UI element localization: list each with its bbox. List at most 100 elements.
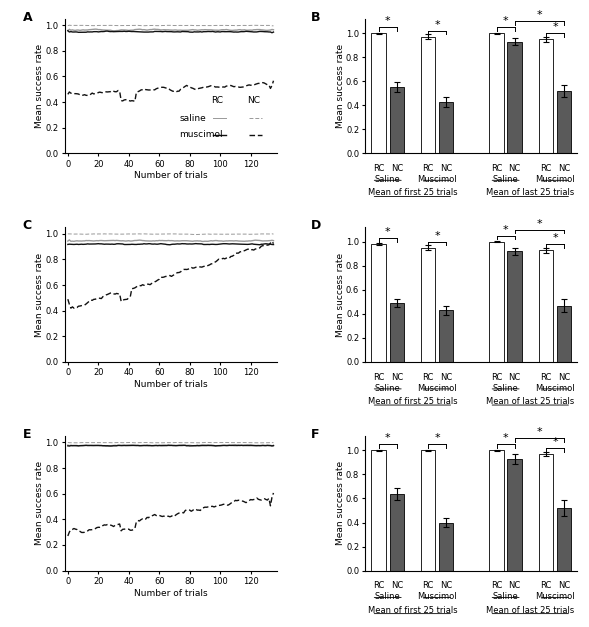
X-axis label: Number of trials: Number of trials: [134, 171, 207, 181]
Text: *: *: [537, 219, 542, 229]
Y-axis label: Mean success rate: Mean success rate: [35, 461, 44, 545]
Text: *: *: [385, 433, 391, 443]
Text: B: B: [310, 11, 320, 24]
Text: NC: NC: [558, 164, 570, 173]
Bar: [389, 87, 404, 154]
Bar: [557, 305, 571, 362]
Text: *: *: [537, 427, 542, 437]
Text: NC: NC: [391, 372, 403, 382]
Bar: [489, 450, 504, 571]
Text: Muscimol: Muscimol: [417, 175, 457, 184]
Text: muscimol: muscimol: [179, 130, 223, 139]
Bar: [508, 459, 522, 571]
Text: NC: NC: [391, 581, 403, 591]
Bar: [557, 91, 571, 154]
Text: RC: RC: [211, 96, 223, 105]
Text: Mean of first 25 trials: Mean of first 25 trials: [368, 188, 457, 198]
Bar: [421, 37, 435, 154]
Text: RC: RC: [422, 581, 434, 591]
Bar: [508, 251, 522, 362]
Text: NC: NC: [391, 164, 403, 173]
Bar: [372, 245, 386, 362]
Text: *: *: [385, 227, 391, 237]
Text: RC: RC: [373, 372, 385, 382]
Text: *: *: [503, 433, 508, 443]
Text: *: *: [503, 224, 508, 234]
Text: RC: RC: [373, 164, 385, 173]
Text: RC: RC: [540, 164, 552, 173]
Text: *: *: [537, 10, 542, 20]
Text: NC: NC: [558, 372, 570, 382]
Bar: [421, 248, 435, 362]
Y-axis label: Mean success rate: Mean success rate: [336, 461, 345, 545]
Text: *: *: [503, 16, 508, 26]
Text: Saline: Saline: [375, 175, 401, 184]
Y-axis label: Mean success rate: Mean success rate: [35, 253, 44, 337]
Text: NC: NC: [508, 164, 521, 173]
Text: Mean of last 25 trials: Mean of last 25 trials: [486, 188, 574, 198]
Text: NC: NC: [508, 581, 521, 591]
Text: Mean of first 25 trials: Mean of first 25 trials: [368, 397, 457, 406]
Text: D: D: [310, 219, 320, 233]
Bar: [539, 250, 553, 362]
Text: Mean of last 25 trials: Mean of last 25 trials: [486, 397, 574, 406]
Bar: [508, 41, 522, 154]
Text: Mean of last 25 trials: Mean of last 25 trials: [486, 606, 574, 614]
Text: RC: RC: [422, 164, 434, 173]
Text: Muscimol: Muscimol: [535, 175, 575, 184]
X-axis label: Number of trials: Number of trials: [134, 589, 207, 598]
Text: RC: RC: [373, 581, 385, 591]
Bar: [439, 522, 454, 571]
Text: A: A: [22, 11, 32, 24]
Text: *: *: [434, 231, 440, 241]
Bar: [372, 450, 386, 571]
Y-axis label: Mean success rate: Mean success rate: [336, 44, 345, 128]
Text: *: *: [552, 437, 558, 447]
Bar: [372, 33, 386, 154]
Text: Saline: Saline: [375, 384, 401, 393]
Text: *: *: [434, 433, 440, 443]
Text: Muscimol: Muscimol: [417, 592, 457, 601]
Bar: [439, 310, 454, 362]
Bar: [389, 493, 404, 571]
Text: RC: RC: [540, 581, 552, 591]
Text: Saline: Saline: [375, 592, 401, 601]
Text: RC: RC: [491, 581, 502, 591]
Text: Saline: Saline: [493, 175, 518, 184]
Text: *: *: [552, 233, 558, 243]
Text: E: E: [22, 428, 31, 441]
Text: *: *: [434, 19, 440, 29]
Text: saline: saline: [179, 114, 206, 123]
Bar: [539, 454, 553, 571]
Text: Muscimol: Muscimol: [535, 384, 575, 393]
Text: RC: RC: [422, 372, 434, 382]
X-axis label: Number of trials: Number of trials: [134, 380, 207, 389]
Text: Saline: Saline: [493, 592, 518, 601]
Text: NC: NC: [440, 581, 452, 591]
Bar: [489, 242, 504, 362]
Text: Muscimol: Muscimol: [417, 384, 457, 393]
Text: F: F: [310, 428, 319, 441]
Text: NC: NC: [440, 372, 452, 382]
Text: *: *: [385, 16, 391, 26]
Y-axis label: Mean success rate: Mean success rate: [336, 253, 345, 337]
Text: C: C: [22, 219, 32, 233]
Bar: [439, 102, 454, 154]
Text: RC: RC: [491, 164, 502, 173]
Text: RC: RC: [540, 372, 552, 382]
Text: Mean of first 25 trials: Mean of first 25 trials: [368, 606, 457, 614]
Text: Saline: Saline: [493, 384, 518, 393]
Text: NC: NC: [508, 372, 521, 382]
Bar: [489, 33, 504, 154]
Text: Muscimol: Muscimol: [535, 592, 575, 601]
Bar: [389, 303, 404, 362]
Bar: [421, 450, 435, 571]
Bar: [539, 40, 553, 154]
Text: *: *: [552, 22, 558, 32]
Text: NC: NC: [247, 96, 260, 105]
Text: RC: RC: [491, 372, 502, 382]
Text: NC: NC: [440, 164, 452, 173]
Text: NC: NC: [558, 581, 570, 591]
Bar: [557, 508, 571, 571]
Y-axis label: Mean success rate: Mean success rate: [35, 44, 44, 128]
